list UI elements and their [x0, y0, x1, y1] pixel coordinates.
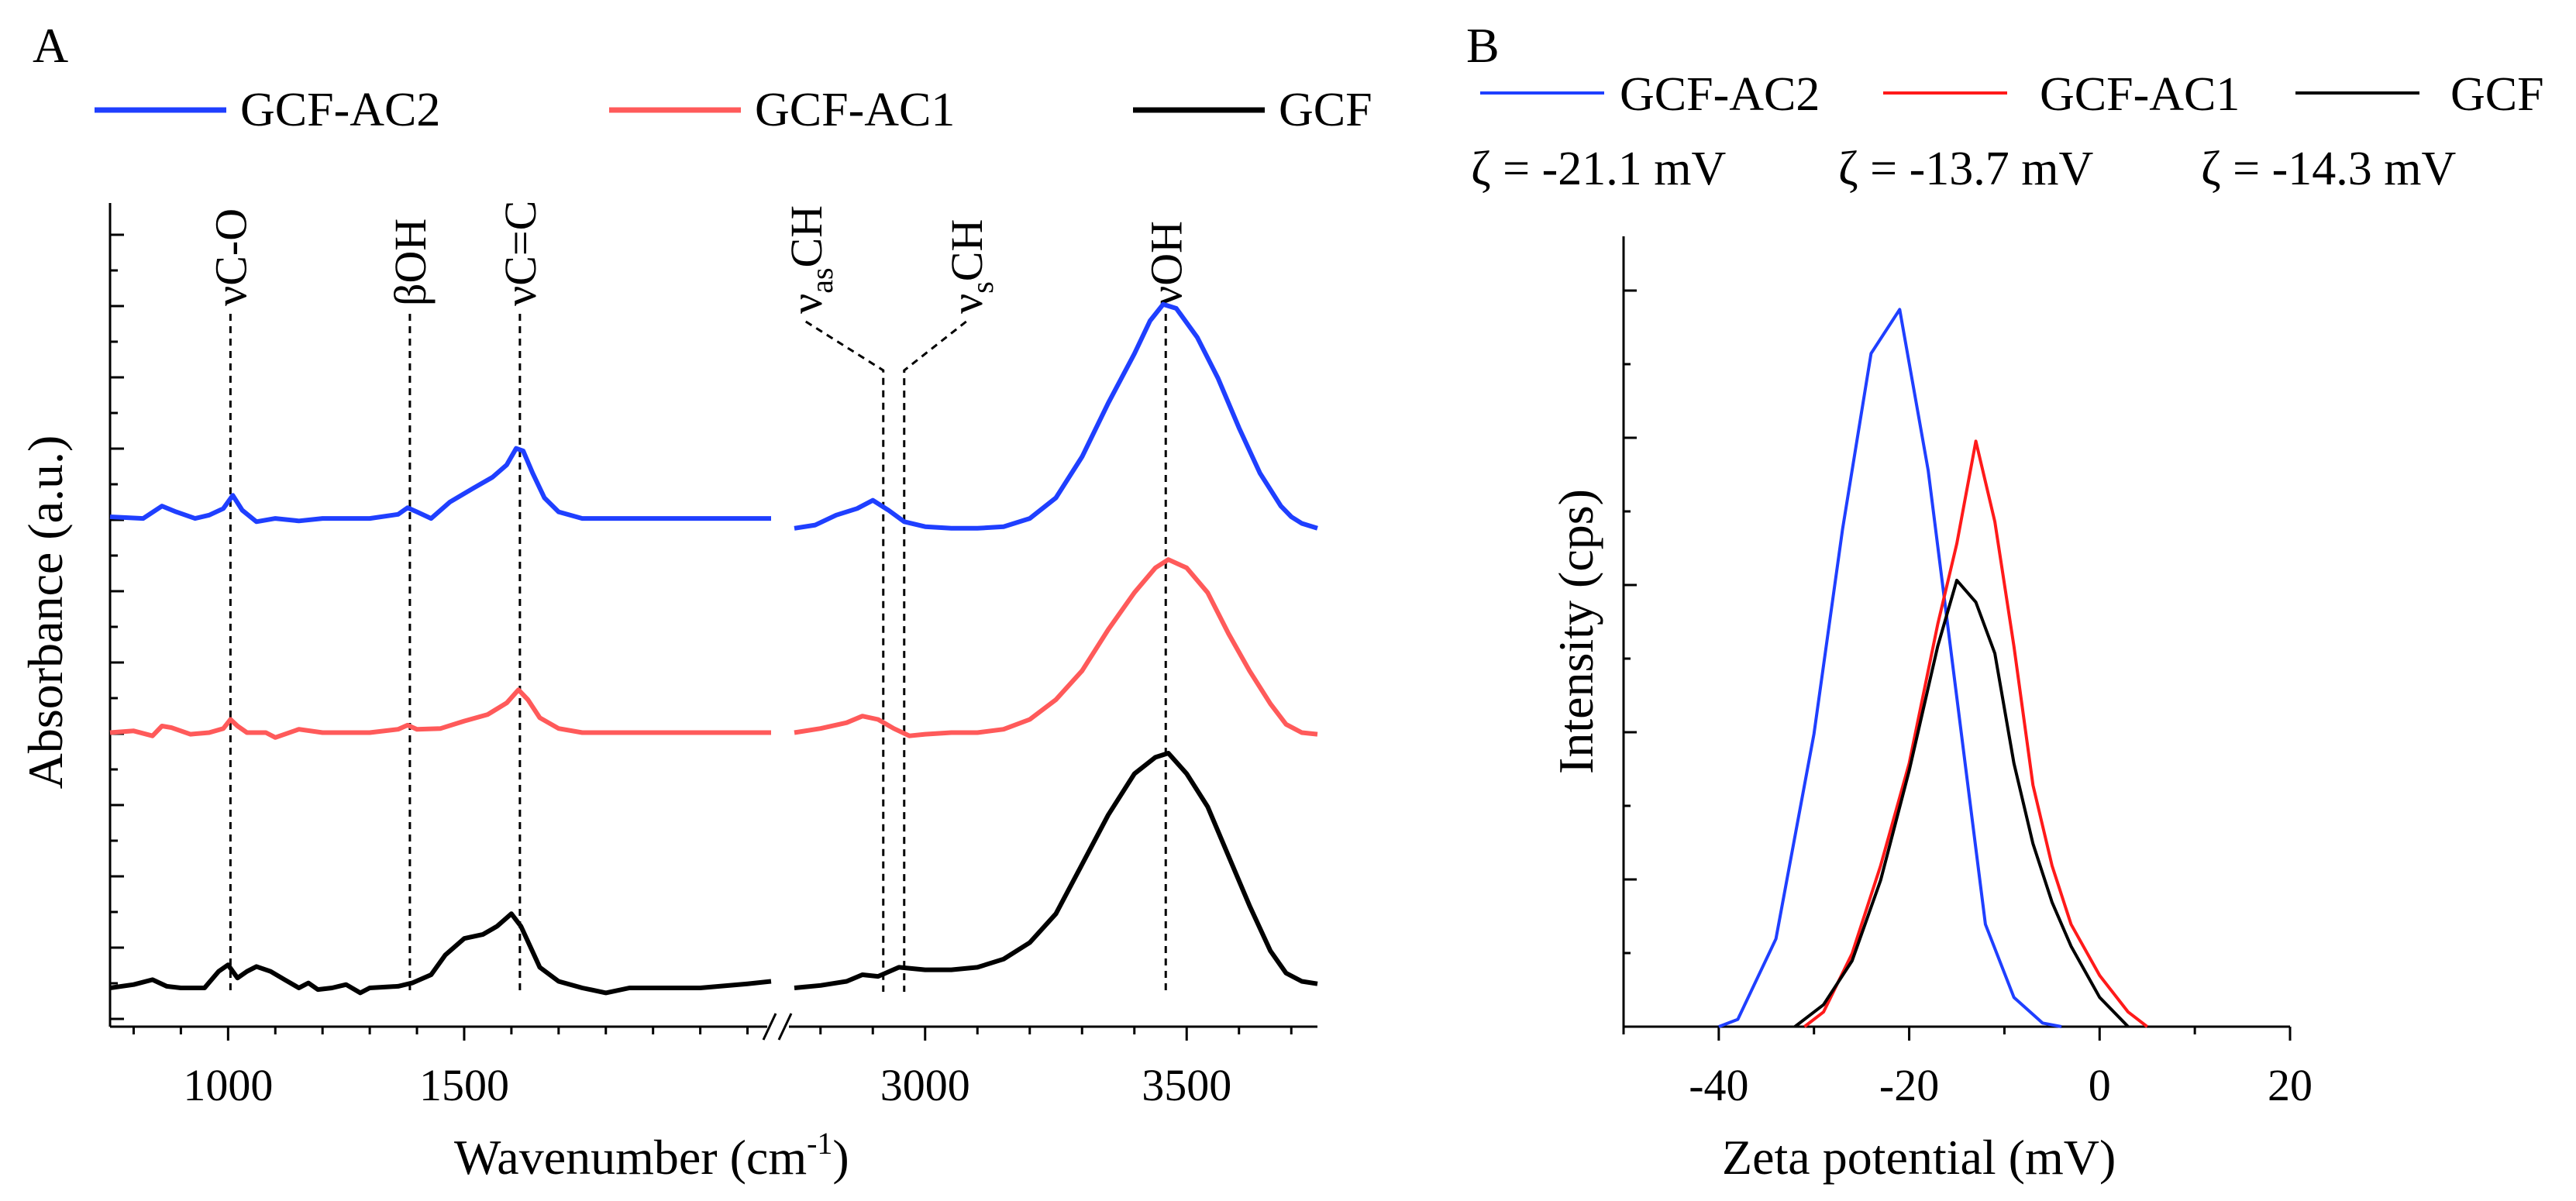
- panel-b-x-axis-title: Zeta potential (mV): [1722, 1130, 2116, 1185]
- legend-b-label-gcf-ac2: GCF-AC2: [1620, 68, 1820, 121]
- legend-a-label-gcf-ac1: GCF-AC1: [755, 84, 955, 136]
- series-line-gcf-ac1: [1803, 439, 2148, 1028]
- panel-b-legend: GCF-AC2 GCF-AC1 GCF ζ = -21.1 mV ζ = -13…: [1471, 68, 2544, 195]
- legend-a-label-gcf: GCF: [1279, 84, 1372, 136]
- series-line-gcf-ac2: [109, 446, 771, 525]
- panel-b-y-axis-title: Intensity (cps): [1548, 489, 1603, 774]
- panel-a-y-ticks: [110, 233, 124, 1020]
- panel-a-series: [109, 301, 1318, 996]
- series-line-gcf-ac1: [794, 557, 1318, 738]
- series-line-gcf-ac2: [1718, 308, 2062, 1028]
- panel-b-x-ticks: -40 -20 0 20: [1622, 1027, 2313, 1110]
- peak-label: νC-O: [205, 208, 256, 306]
- legend-b-label-gcf-ac1: GCF-AC1: [2040, 68, 2240, 121]
- legend-b-label-gcf: GCF: [2450, 68, 2544, 121]
- peak-label: νC=C: [495, 201, 546, 306]
- svg-text:νasCH: νasCH: [781, 205, 839, 314]
- x-tick-label: 1500: [419, 1060, 509, 1110]
- panel-b-zeta-chart: B GCF-AC2 GCF-AC1 GCF ζ = -21.1 mV ζ = -…: [1466, 18, 2544, 1185]
- peak-label: βOH: [385, 219, 436, 306]
- svg-text:νC-O: νC-O: [205, 208, 256, 306]
- peak-label: νasCH: [781, 205, 839, 314]
- series-line-gcf-ac1: [109, 687, 771, 740]
- panel-a-ftir-chart: A GCF-AC2 GCF-AC1 GCF 1000 1500 3000 3500 ν…: [18, 18, 1372, 1185]
- x-tick-label: -20: [1879, 1060, 1939, 1110]
- panel-a-y-axis-title: Absorbance (a.u.): [18, 435, 73, 790]
- zeta-label-gcf: ζ = -14.3 mV: [2201, 143, 2457, 195]
- panel-a-label: A: [33, 18, 68, 73]
- panel-b-series: [1718, 308, 2148, 1028]
- panel-a-x-ticks: 1000 1500 3000 3500: [132, 1027, 1293, 1110]
- series-line-gcf: [794, 751, 1318, 990]
- peak-label: νOH: [1141, 221, 1191, 306]
- legend-a-label-gcf-ac2: GCF-AC2: [240, 84, 440, 136]
- panel-a-legend: GCF-AC2 GCF-AC1 GCF: [95, 84, 1372, 136]
- series-line-gcf: [109, 911, 772, 996]
- x-tick-label: 20: [2268, 1060, 2313, 1110]
- peak-guide-line: [903, 320, 967, 992]
- panel-a-x-axis-title: Wavenumber (cm-1): [454, 1126, 849, 1185]
- axis-break-marker: [762, 1013, 793, 1041]
- x-tick-label: 0: [2089, 1060, 2111, 1110]
- zeta-label-gcf-ac1: ζ = -13.7 mV: [1838, 143, 2094, 195]
- x-tick-label: 3000: [880, 1060, 970, 1110]
- panel-a-peak-annotations: νC-O βOH νC=C νasCH νsCH νOH: [205, 201, 1191, 992]
- panel-b-y-ticks: [1624, 289, 1637, 1028]
- svg-text:νsCH: νsCH: [942, 219, 1000, 314]
- peak-label: νsCH: [942, 219, 1000, 314]
- series-line-gcf: [1793, 578, 2130, 1028]
- peak-guide-line: [804, 320, 885, 992]
- x-tick-label: 1000: [183, 1060, 273, 1110]
- svg-text:βOH: βOH: [385, 219, 436, 306]
- series-line-gcf-ac2: [794, 301, 1318, 531]
- svg-text:νOH: νOH: [1141, 221, 1191, 306]
- zeta-label-gcf-ac2: ζ = -21.1 mV: [1471, 143, 1727, 195]
- svg-text:νC=C: νC=C: [495, 201, 546, 306]
- x-tick-label: -40: [1689, 1060, 1748, 1110]
- x-tick-label: 3500: [1142, 1060, 1231, 1110]
- panel-b-label: B: [1466, 18, 1500, 73]
